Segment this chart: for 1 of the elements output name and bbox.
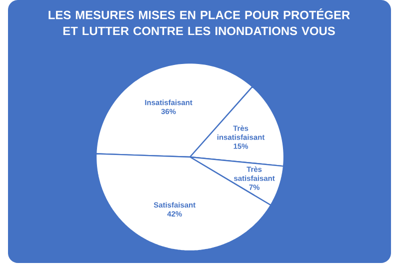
chart-title: LES MESURES MISES EN PLACE POUR PROTÉGER ET LUTTER CONTRE LES INONDATIONS VOUS [48, 8, 350, 36]
